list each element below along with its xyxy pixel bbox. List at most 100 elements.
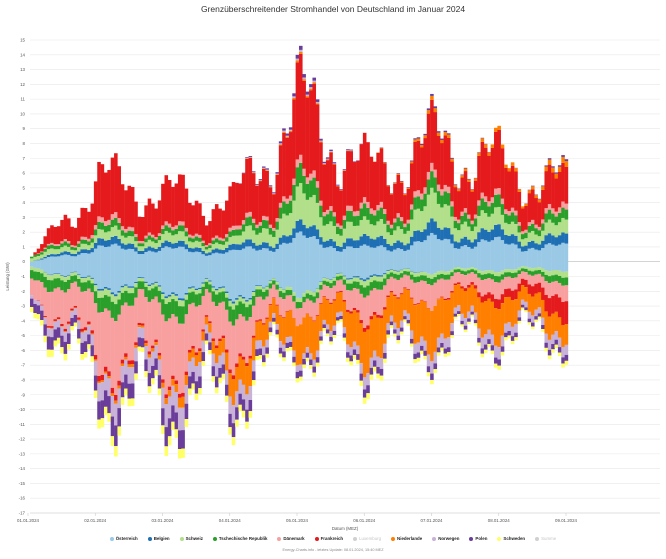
bar-segment <box>305 289 310 294</box>
bar-segment <box>73 275 78 282</box>
bar-segment <box>534 270 538 275</box>
bar-segment <box>214 235 219 239</box>
bar-segment <box>470 261 475 268</box>
legend-item[interactable]: Schweiz <box>179 536 203 541</box>
bar-segment <box>473 246 478 262</box>
bar-segment <box>80 261 84 278</box>
bar-segment <box>339 189 343 190</box>
bar-segment <box>517 189 522 192</box>
bar-segment <box>167 223 172 228</box>
bar-segment <box>282 196 286 202</box>
bar-segment <box>490 301 495 335</box>
bar-segment <box>426 366 431 373</box>
bar-segment <box>430 285 434 311</box>
bar-segment <box>46 249 51 255</box>
bar-segment <box>561 232 565 243</box>
bar-segment <box>164 221 169 226</box>
bar-segment <box>349 221 353 239</box>
bar-segment <box>147 239 152 247</box>
legend-item[interactable]: Österreich <box>109 536 138 541</box>
bar-segment <box>332 277 337 281</box>
bar-segment <box>342 299 347 302</box>
bar-segment <box>450 331 454 336</box>
bar-segment <box>335 291 340 293</box>
bar-segment <box>514 210 518 216</box>
bar-segment <box>275 305 280 325</box>
legend-item[interactable]: Schweden <box>497 536 525 541</box>
bar-segment <box>36 261 41 269</box>
bar-segment <box>225 349 229 353</box>
bar-segment <box>329 149 333 152</box>
bar-segment <box>238 250 243 262</box>
bar-segment <box>171 292 175 294</box>
bar-segment <box>393 294 397 297</box>
bar-segment <box>70 317 74 327</box>
bar-segment <box>265 347 269 354</box>
bar-segment <box>255 228 259 235</box>
bar-segment <box>440 270 444 274</box>
bar-segment <box>275 334 280 338</box>
bar-segment <box>278 141 283 144</box>
bar-segment <box>312 83 317 171</box>
legend-item[interactable]: Belgien <box>147 536 170 541</box>
bar-segment <box>120 359 125 364</box>
bar-segment <box>288 213 293 236</box>
bar-segment <box>248 157 253 212</box>
legend-item[interactable]: Tschechische Republik <box>212 536 267 541</box>
bar-segment <box>299 53 303 155</box>
bar-segment <box>184 371 189 375</box>
legend-item[interactable]: Norwegen <box>432 536 459 541</box>
bar-segment <box>83 327 88 331</box>
bar-segment <box>201 340 206 353</box>
bar-segment <box>181 306 185 324</box>
bar-segment <box>554 245 559 262</box>
bar-segment <box>315 181 320 188</box>
bar-segment <box>409 204 414 210</box>
bar-segment <box>352 349 357 356</box>
bar-segment <box>500 294 505 304</box>
bar-segment <box>107 310 111 372</box>
bar-segment <box>483 261 488 271</box>
bar-segment <box>137 261 142 278</box>
bar-segment <box>248 358 253 387</box>
bar-segment <box>288 336 293 342</box>
bar-segment <box>500 270 505 275</box>
bar-segment <box>87 241 91 246</box>
bar-segment <box>305 298 310 314</box>
bar-segment <box>372 360 377 367</box>
legend-item[interactable]: Frankreich <box>314 536 343 541</box>
bar-segment <box>537 202 542 227</box>
bar-segment <box>251 305 256 336</box>
bar-segment <box>90 292 95 331</box>
bar-segment <box>208 245 212 249</box>
bar-segment <box>457 223 461 231</box>
bar-segment <box>164 298 169 305</box>
legend-item[interactable]: Dänemark <box>277 536 305 541</box>
bar-segment <box>292 200 296 229</box>
bar-segment <box>174 225 179 229</box>
bar-segment <box>204 316 209 325</box>
bar-segment <box>396 248 401 262</box>
bar-segment <box>554 261 559 271</box>
legend-item[interactable]: Polen <box>469 536 487 541</box>
bar-segment <box>164 296 169 299</box>
bar-segment <box>470 311 475 315</box>
bar-segment <box>231 249 236 262</box>
bar-segment <box>275 229 280 244</box>
bar-segment <box>161 247 165 262</box>
legend-item[interactable]: Luxemburg <box>353 536 381 541</box>
bar-segment <box>520 271 525 279</box>
legend-item[interactable]: Summe <box>535 536 556 541</box>
bar-segment <box>292 97 296 100</box>
bar-segment <box>329 210 333 222</box>
legend-item[interactable]: Niederlande <box>391 536 422 541</box>
bar-segment <box>50 274 54 276</box>
bar-segment <box>467 273 471 285</box>
bar-segment <box>389 325 394 328</box>
bar-segment <box>379 368 384 376</box>
bar-segment <box>514 261 518 270</box>
bar-segment <box>302 235 306 262</box>
bar-segment <box>322 164 327 213</box>
bar-segment <box>490 197 495 203</box>
bar-segment <box>537 199 542 203</box>
